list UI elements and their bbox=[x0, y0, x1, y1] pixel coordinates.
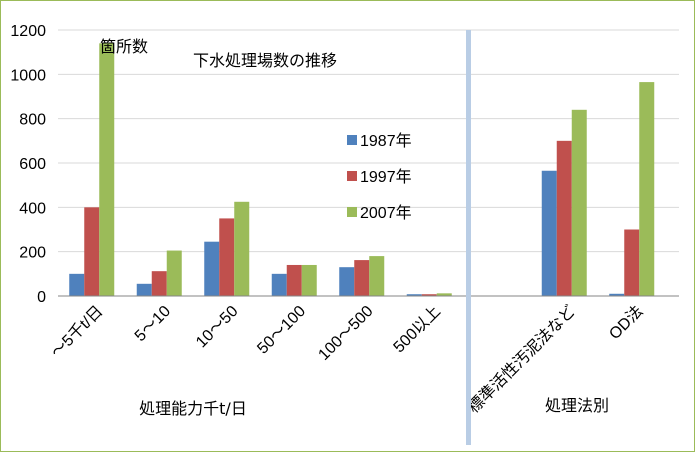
bar bbox=[339, 267, 355, 296]
legend-label: 1997年 bbox=[360, 168, 412, 186]
bar bbox=[301, 264, 317, 296]
bar bbox=[369, 256, 385, 296]
x-tick-label: 50～100 bbox=[254, 303, 309, 358]
bar bbox=[639, 82, 655, 296]
bars bbox=[69, 43, 655, 296]
bar bbox=[271, 273, 287, 296]
bar bbox=[436, 293, 452, 296]
y-tick-label: 200 bbox=[19, 245, 46, 262]
chart-title: 下水処理場数の推移 bbox=[193, 51, 337, 70]
legend-label: 1987年 bbox=[360, 132, 412, 150]
legend-swatch bbox=[347, 135, 357, 145]
y-tick-label: 800 bbox=[19, 112, 46, 129]
y-tick-label: 1200 bbox=[10, 23, 46, 40]
x-tick-label: 5～10 bbox=[132, 303, 174, 345]
bar bbox=[421, 294, 437, 296]
y-tick-label: 1000 bbox=[10, 67, 46, 84]
x-axis-label-method: 処理法別 bbox=[545, 396, 609, 415]
bar bbox=[624, 229, 640, 296]
bar bbox=[69, 273, 85, 296]
bar bbox=[99, 43, 115, 296]
x-tick-label: OD法 bbox=[606, 302, 647, 343]
x-tick-label: 10～50 bbox=[193, 303, 242, 352]
y-axis-label: 箇所数 bbox=[100, 37, 148, 56]
bar bbox=[136, 283, 152, 296]
x-tick-label: 500以上 bbox=[390, 302, 444, 356]
x-axis-label: 処理能力千t/日 bbox=[139, 399, 247, 418]
y-tick-label: 0 bbox=[37, 289, 46, 306]
legend-label: 2007年 bbox=[360, 204, 412, 222]
x-tick-label: 100～500 bbox=[315, 303, 376, 364]
category-separator bbox=[466, 30, 471, 445]
y-tick-label: 600 bbox=[19, 156, 46, 173]
legend-swatch bbox=[347, 171, 357, 181]
bar bbox=[219, 218, 235, 296]
legend: 1987年 1997年 2007年 bbox=[347, 132, 412, 222]
x-tick-label: ～5千t/日 bbox=[47, 302, 106, 361]
y-axis-ticks: 0 200 400 600 800 1000 1200 bbox=[10, 23, 46, 306]
bar bbox=[151, 271, 167, 296]
bar bbox=[234, 201, 250, 296]
bar bbox=[204, 241, 220, 296]
bar bbox=[166, 250, 182, 296]
bar bbox=[609, 293, 625, 296]
bar bbox=[556, 140, 572, 296]
bar bbox=[286, 264, 302, 296]
bar bbox=[354, 260, 370, 296]
bar bbox=[571, 109, 587, 296]
legend-swatch bbox=[347, 207, 357, 217]
bar bbox=[84, 207, 100, 296]
y-tick-label: 400 bbox=[19, 200, 46, 217]
bar bbox=[406, 294, 422, 296]
bar bbox=[541, 170, 557, 296]
